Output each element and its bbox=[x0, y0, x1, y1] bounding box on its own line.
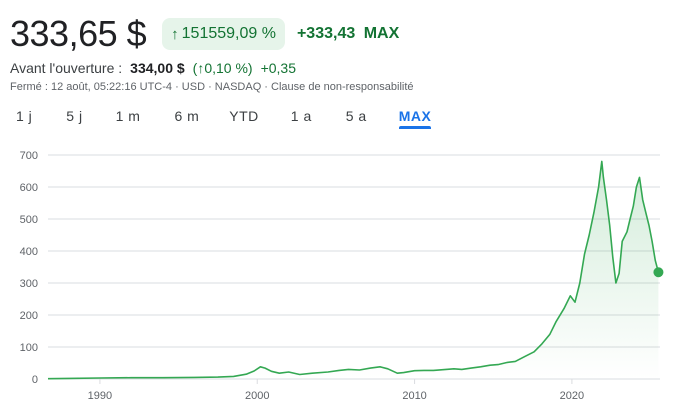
x-tick-label: 2010 bbox=[402, 390, 426, 402]
premarket-price: 334,00 $ bbox=[130, 60, 185, 76]
x-tick-label: 2020 bbox=[560, 390, 584, 402]
tab-1-year[interactable]: 1 a bbox=[290, 108, 312, 124]
y-tick-label: 0 bbox=[32, 374, 38, 386]
gridlines bbox=[48, 154, 660, 380]
tab-6-months[interactable]: 6 m bbox=[174, 108, 200, 124]
y-tick-label: 100 bbox=[20, 342, 38, 354]
x-tick-label: 2000 bbox=[245, 390, 269, 402]
tab-1-month[interactable]: 1 m bbox=[115, 108, 141, 124]
percent-change-value: 151559,09 % bbox=[181, 25, 276, 42]
premarket-change: +0,35 bbox=[260, 60, 297, 76]
premarket-percent: (↑0,10 %) bbox=[192, 60, 253, 76]
absolute-change-value: +333,43 bbox=[296, 25, 356, 42]
percent-change-badge: ↑ 151559,09 % bbox=[162, 18, 285, 50]
y-tick-label: 400 bbox=[20, 246, 38, 258]
tab-5-days[interactable]: 5 j bbox=[66, 108, 83, 124]
range-tabs: 1 j 5 j 1 m 6 m YTD 1 a 5 a MAX bbox=[16, 106, 431, 129]
price-row: 333,65 $ ↑ 151559,09 % +333,43 MAX bbox=[10, 13, 399, 54]
x-axis-labels: 1990 2000 2010 2020 bbox=[88, 379, 584, 402]
premarket-row: Avant l'ouverture : 334,00 $ (↑0,10 %) +… bbox=[10, 60, 296, 76]
market-info: Fermé : 12 août, 05:22:16 UTC-4 · USD · … bbox=[10, 81, 414, 93]
price-line bbox=[47, 160, 660, 380]
premarket-label: Avant l'ouverture : bbox=[10, 60, 123, 76]
x-tick-label: 1990 bbox=[88, 390, 112, 402]
y-tick-label: 200 bbox=[20, 310, 38, 322]
price-area-fill bbox=[48, 161, 659, 379]
change-period: MAX bbox=[363, 25, 400, 42]
tab-ytd[interactable]: YTD bbox=[229, 108, 259, 124]
y-tick-label: 700 bbox=[20, 150, 38, 162]
up-arrow-icon: ↑ bbox=[171, 25, 179, 43]
y-tick-label: 600 bbox=[20, 182, 38, 194]
last-price-marker[interactable] bbox=[653, 267, 664, 278]
y-axis-labels: 0 100 200 300 400 500 600 700 bbox=[20, 150, 38, 386]
absolute-change: +333,43 MAX bbox=[297, 25, 399, 43]
tab-5-years[interactable]: 5 a bbox=[345, 108, 367, 124]
y-tick-label: 500 bbox=[20, 214, 38, 226]
current-price: 333,65 $ bbox=[10, 13, 147, 54]
price-chart[interactable]: 0 100 200 300 400 500 600 700 1990 2000 2010 2020 bbox=[0, 140, 675, 410]
tab-max[interactable]: MAX bbox=[398, 106, 432, 129]
tab-1-day[interactable]: 1 j bbox=[16, 108, 33, 124]
y-tick-label: 300 bbox=[20, 278, 38, 290]
